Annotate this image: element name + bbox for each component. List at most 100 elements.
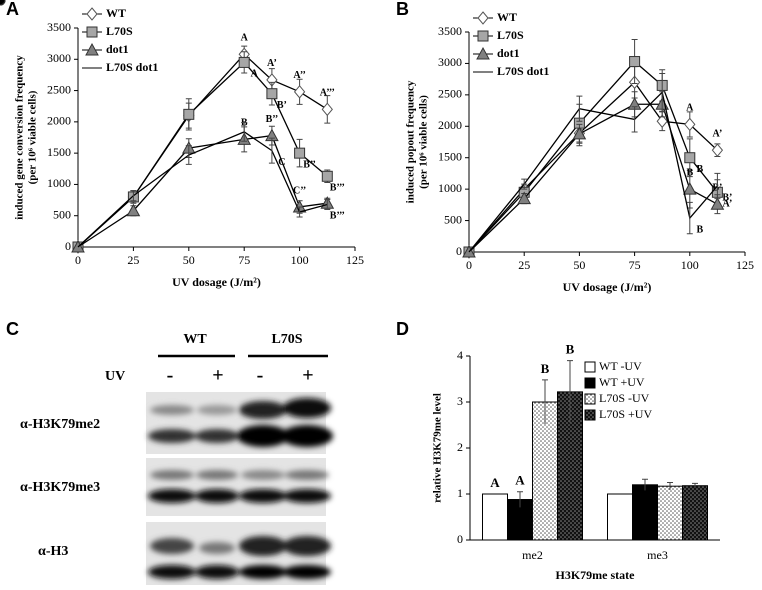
series-line xyxy=(77,131,328,248)
y-tick-label: 2000 xyxy=(47,114,71,128)
y-tick-label: 1000 xyxy=(47,176,71,190)
error-bar xyxy=(542,379,548,425)
value-label: B xyxy=(566,342,575,357)
error-bar xyxy=(576,95,583,122)
marker xyxy=(684,117,696,132)
bar xyxy=(682,485,708,541)
panel-letter: A xyxy=(6,0,19,19)
error-bar xyxy=(324,198,331,210)
legend-label: WT -UV xyxy=(599,359,642,373)
y-axis-title: (per 10⁶ viable cells) xyxy=(27,90,39,184)
marker xyxy=(0,0,6,6)
error-bar xyxy=(692,482,698,489)
significance-label: A’ xyxy=(722,199,732,210)
error-bar xyxy=(521,178,528,190)
y-tick-label: 3500 xyxy=(438,24,462,38)
significance-label: B xyxy=(696,224,703,235)
legend-label: WT xyxy=(106,6,126,20)
uv-sign: + xyxy=(212,365,223,387)
y-tick-label: 500 xyxy=(53,207,71,221)
marker xyxy=(476,46,490,60)
legend-label: dot1 xyxy=(497,46,520,60)
uv-sign: + xyxy=(302,365,313,387)
y-tick-label: 3500 xyxy=(47,20,71,34)
x-tick-label: 125 xyxy=(346,253,364,267)
legend-swatch xyxy=(584,409,596,421)
x-tick-label: 0 xyxy=(75,253,81,267)
error-bar xyxy=(642,478,648,491)
error-bar xyxy=(659,72,666,112)
marker xyxy=(126,203,141,217)
error-bar xyxy=(667,482,673,490)
legend-label: dot1 xyxy=(106,42,129,56)
legend-swatch xyxy=(584,361,596,373)
y-tick-label: 2500 xyxy=(47,82,71,96)
x-axis-title: H3K79me state xyxy=(556,568,636,582)
y-tick-label: 3000 xyxy=(438,55,462,69)
x-tick-label: 100 xyxy=(291,253,309,267)
x-tick-label: 100 xyxy=(681,258,699,272)
y-tick-label: 4 xyxy=(457,348,463,362)
significance-label: A’ xyxy=(267,58,277,69)
error-bar xyxy=(714,172,721,200)
significance-label: B’’’ xyxy=(330,183,345,194)
legend-swatch xyxy=(584,393,596,405)
y-tick-label: 1500 xyxy=(47,145,71,159)
marker xyxy=(321,102,333,117)
y-tick-label: 0 xyxy=(456,244,462,258)
marker xyxy=(517,191,532,205)
marker xyxy=(294,147,306,159)
x-tick-label: me3 xyxy=(647,548,668,562)
legend-label: L70S -UV xyxy=(599,391,650,405)
series-line xyxy=(77,61,328,248)
significance-label: A xyxy=(251,69,259,80)
y-tick-label: 2000 xyxy=(438,118,462,132)
legend-label: L70S dot1 xyxy=(497,64,549,78)
legend-label: L70S xyxy=(497,28,524,42)
x-tick-label: 75 xyxy=(238,253,250,267)
series-line xyxy=(468,60,718,253)
significance-label: A’’ xyxy=(293,70,305,81)
significance-label: B’’’ xyxy=(330,211,345,222)
significance-label: B’ xyxy=(722,192,732,203)
significance-label: B’ xyxy=(277,100,287,111)
marker xyxy=(321,170,333,182)
significance-label: A’ xyxy=(712,128,722,139)
panel-letter: B xyxy=(396,0,409,19)
significance-label: A xyxy=(686,103,694,114)
marker xyxy=(86,26,98,38)
y-tick-label: 0 xyxy=(65,239,71,253)
significance-label: B xyxy=(686,167,693,178)
antibody-label: α-H3K79me2 xyxy=(20,417,100,432)
marker xyxy=(656,114,668,129)
panel-letter: C xyxy=(6,319,19,339)
antibody-label: α-H3K79me3 xyxy=(20,480,100,495)
blot-panel: C WT L70S UV - + - + α-H3K79me2 α-H3K79m… xyxy=(6,319,333,585)
x-tick-label: me2 xyxy=(522,548,543,562)
error-bar xyxy=(130,190,137,202)
legend-label: L70S dot1 xyxy=(106,60,158,74)
marker xyxy=(183,108,195,120)
marker xyxy=(477,30,489,42)
x-tick-label: 0 xyxy=(466,258,472,272)
legend-label: WT xyxy=(497,10,517,24)
error-bar xyxy=(686,201,693,235)
error-bar xyxy=(631,106,638,133)
marker xyxy=(684,152,696,164)
legend-label: L70S xyxy=(106,24,133,38)
x-tick-label: 25 xyxy=(127,253,139,267)
y-tick-label: 2500 xyxy=(438,87,462,101)
error-bar xyxy=(185,145,192,165)
y-tick-label: 3 xyxy=(457,394,463,408)
uv-sign: - xyxy=(257,365,264,387)
marker xyxy=(266,88,278,100)
bar xyxy=(532,401,558,541)
x-axis-title: UV dosage (J/m²) xyxy=(563,280,652,294)
value-label: A xyxy=(490,475,500,490)
significance-label: C’’ xyxy=(293,185,306,196)
marker xyxy=(711,143,724,157)
marker xyxy=(629,56,641,68)
significance-label: B’’ xyxy=(303,159,316,170)
y-axis-title: induced gene conversion frequency xyxy=(14,55,26,220)
